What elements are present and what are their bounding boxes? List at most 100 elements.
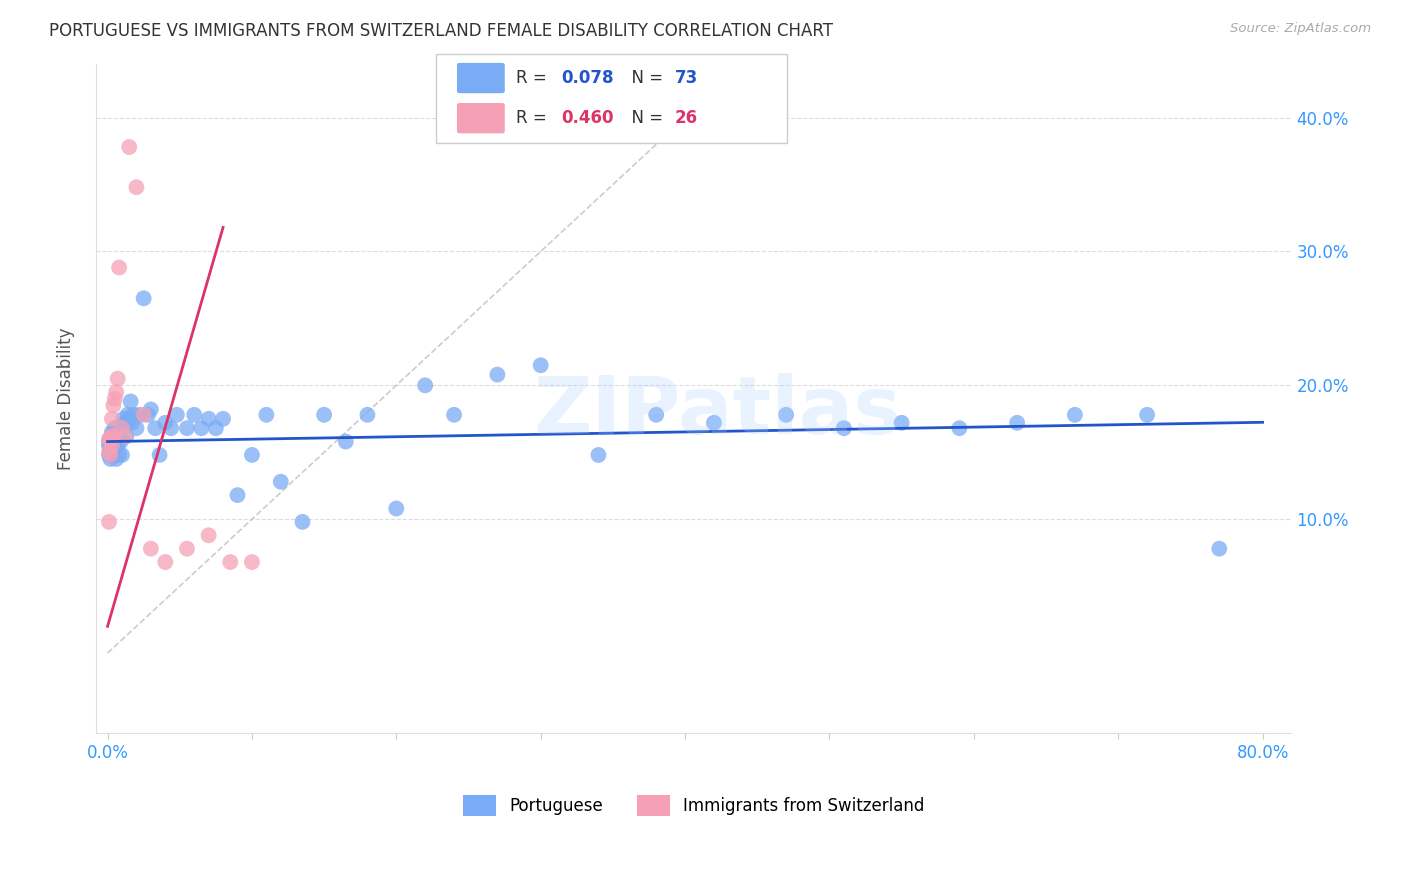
Point [176,541,198,556]
Point [530,358,553,372]
Point [197,528,219,542]
Point [98,432,121,446]
Point [100,432,122,446]
Text: R =: R = [516,69,553,87]
Point [105,434,128,449]
Point [136,408,159,422]
Point [101,429,124,443]
Point [114,429,136,443]
Text: Source: ZipAtlas.com: Source: ZipAtlas.com [1230,22,1371,36]
Point [413,378,436,392]
Point [1064,408,1087,422]
Point [103,432,125,446]
Point [1136,408,1159,422]
Point [240,555,263,569]
Point [103,429,125,443]
Point [114,416,136,430]
Point [212,412,235,426]
Point [176,421,198,435]
Point [155,555,177,569]
Point [775,408,797,422]
Point [98,515,121,529]
Text: 0.460: 0.460 [561,109,613,128]
Point [125,421,148,435]
Point [103,448,125,462]
Point [703,416,725,430]
Point [1208,541,1230,556]
Point [148,448,170,462]
Point [254,408,277,422]
Point [219,555,242,569]
Point [155,416,177,430]
Point [111,448,134,462]
Point [197,412,219,426]
Text: 26: 26 [675,109,697,128]
Point [108,260,131,275]
Point [160,421,183,435]
Point [117,408,139,422]
Point [98,439,121,453]
Point [128,408,150,422]
Point [101,412,124,426]
Point [183,408,205,422]
Point [832,421,855,435]
Point [104,392,127,406]
Point [111,421,134,435]
Point [314,408,336,422]
Text: N =: N = [621,109,669,128]
Point [100,432,122,446]
Point [103,439,125,453]
Point [101,429,124,443]
Point [104,421,127,435]
Point [132,408,155,422]
Text: N =: N = [621,69,669,87]
Point [486,368,509,382]
Point [132,291,155,305]
Point [1005,416,1028,430]
Point [101,439,124,453]
Point [100,452,122,467]
Point [335,434,357,449]
Text: PORTUGUESE VS IMMIGRANTS FROM SWITZERLAND FEMALE DISABILITY CORRELATION CHART: PORTUGUESE VS IMMIGRANTS FROM SWITZERLAN… [49,22,834,40]
Legend: Portuguese, Immigrants from Switzerland: Portuguese, Immigrants from Switzerland [456,789,931,822]
Point [948,421,970,435]
Point [205,421,228,435]
Point [139,541,162,556]
Point [111,421,134,435]
Point [107,371,129,385]
Point [101,445,124,459]
Point [103,399,125,413]
Point [112,412,135,426]
Text: 73: 73 [675,69,699,87]
Point [143,421,166,435]
Text: 0.078: 0.078 [561,69,613,87]
Text: R =: R = [516,109,553,128]
Point [120,394,142,409]
Point [588,448,610,462]
Point [139,402,162,417]
Point [108,448,131,462]
Point [101,439,124,453]
Point [100,442,122,457]
Point [270,475,292,489]
Point [98,448,121,462]
Point [100,448,122,462]
Point [105,452,128,467]
Point [385,501,408,516]
Point [190,421,212,435]
Point [104,439,127,453]
Point [122,408,145,422]
Y-axis label: Female Disability: Female Disability [58,327,75,470]
Point [107,432,129,446]
Point [291,515,314,529]
Point [125,180,148,194]
Point [115,429,138,443]
Point [121,416,143,430]
Point [108,429,131,443]
Text: ZIPatlas: ZIPatlas [533,373,901,451]
Point [240,448,263,462]
Point [890,416,912,430]
Point [443,408,465,422]
Point [98,434,121,449]
Point [101,425,124,440]
